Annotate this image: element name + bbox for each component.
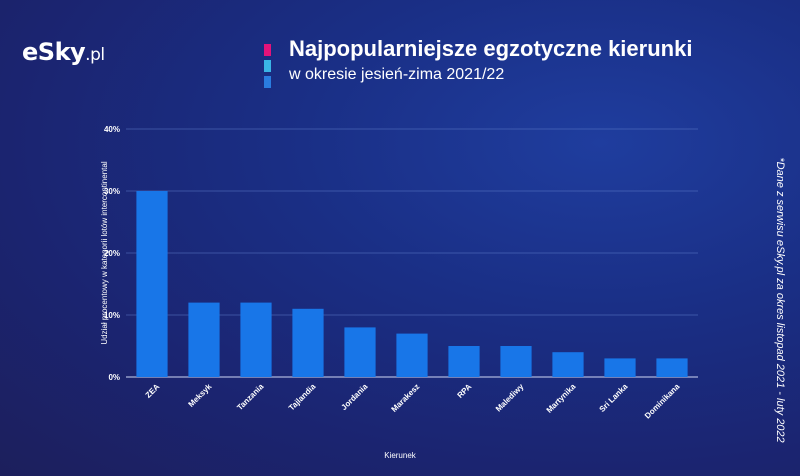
x-axis-label: Kierunek: [384, 451, 417, 460]
x-tick-label: Jordania: [339, 382, 369, 412]
x-axis-ticks: ZEA Meksyk Tanzania Tajlandia Jordania Marake…: [144, 382, 682, 421]
y-tick-label: 40%: [104, 125, 120, 134]
bar: [396, 333, 428, 377]
logo-main: eSky: [22, 38, 86, 66]
title-accent-marks: [264, 44, 271, 92]
x-tick-label: Dominikana: [643, 382, 682, 421]
x-tick-label: Sri Lanka: [598, 382, 630, 414]
x-tick-label: Tajlandia: [287, 382, 318, 413]
bar: [344, 327, 376, 377]
bar: [188, 302, 220, 377]
x-tick-label: ZEA: [144, 382, 162, 400]
y-tick-label: 30%: [104, 187, 120, 196]
chart-title: Najpopularniejsze egzotyczne kierunki: [289, 36, 693, 61]
y-tick-label: 20%: [104, 249, 120, 258]
bars: [136, 191, 688, 377]
y-tick-label: 0%: [108, 373, 120, 382]
x-tick-label: Tanzania: [235, 382, 266, 413]
logo-suffix: .pl: [85, 45, 105, 65]
bar: [292, 308, 324, 377]
chart-subtitle: w okresie jesień-zima 2021/22: [289, 66, 505, 83]
x-tick-label: Martynika: [545, 382, 578, 415]
x-tick-label: Meksyk: [187, 382, 214, 409]
bar: [448, 346, 480, 377]
x-tick-label: Malediwy: [494, 382, 526, 414]
accent-mark-blue: [264, 76, 271, 88]
y-axis-ticks: 0% 10% 20% 30% 40%: [104, 125, 120, 382]
esky-logo: eSky.pl: [22, 38, 105, 66]
source-note: *Dane z serwisu eSky.pl za okres listopa…: [774, 157, 786, 443]
bar: [240, 302, 272, 377]
accent-mark-pink: [264, 44, 271, 56]
x-tick-label: Marakesz: [390, 382, 422, 414]
y-tick-label: 10%: [104, 311, 120, 320]
bar: [656, 358, 688, 377]
bar: [136, 191, 168, 377]
bar: [604, 358, 636, 377]
x-tick-label: RPA: [456, 382, 474, 400]
y-axis-label: Udział procentowy w kategorii lotów inte…: [100, 161, 109, 344]
bar: [552, 352, 584, 377]
bar: [500, 346, 532, 377]
accent-mark-cyan: [264, 60, 271, 72]
